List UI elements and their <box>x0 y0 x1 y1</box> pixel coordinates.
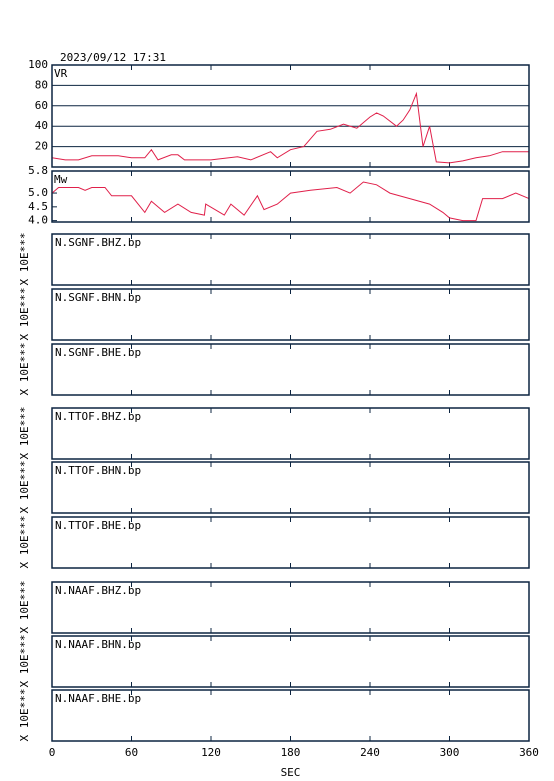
y-tick-label: 40 <box>35 119 48 132</box>
y-tick-label: 100 <box>28 58 48 71</box>
y-tick-label: 20 <box>35 140 48 153</box>
y-tick-label: 4.5 <box>28 200 48 213</box>
panel-title: Mw <box>54 173 68 186</box>
x-tick-label: 240 <box>360 746 380 759</box>
x-tick-label: 300 <box>440 746 460 759</box>
x-tick-label: 0 <box>49 746 56 759</box>
y-axis-label: X 10E*** <box>18 288 31 341</box>
data-line <box>51 91 529 164</box>
y-tick-label: 5.0 <box>28 186 48 199</box>
y-axis-label: X 10E*** <box>18 581 31 634</box>
panel-frame <box>51 64 530 168</box>
y-tick-label: 60 <box>35 99 48 112</box>
y-axis-label: X 10E*** <box>18 407 31 460</box>
panel-title: N.SGNF.BHN.bp <box>55 291 141 304</box>
y-tick-label: 5.8 <box>28 164 48 177</box>
x-tick-label: 60 <box>125 746 138 759</box>
panel-title: N.NAAF.BHE.bp <box>55 692 141 705</box>
timestamp: 2023/09/12 17:31 <box>60 51 166 64</box>
x-tick-label: 360 <box>519 746 539 759</box>
panel-title: N.TTOF.BHE.bp <box>55 519 141 532</box>
y-tick-label: 80 <box>35 78 48 91</box>
y-tick-label: 4.0 <box>28 214 48 227</box>
panel-title: N.SGNF.BHE.bp <box>55 346 141 359</box>
panel-frame <box>51 170 530 223</box>
x-axis-label: SEC <box>281 766 301 779</box>
y-axis-label: X 10E*** <box>18 635 31 688</box>
panel-title: N.TTOF.BHN.bp <box>55 464 141 477</box>
x-tick-label: 180 <box>281 746 301 759</box>
x-tick-label: 120 <box>201 746 221 759</box>
y-axis-label: X 10E*** <box>18 516 31 569</box>
y-axis-label: X 10E*** <box>18 461 31 514</box>
panel-title: N.NAAF.BHN.bp <box>55 638 141 651</box>
y-axis-label: X 10E*** <box>18 233 31 286</box>
panel-title: N.TTOF.BHZ.bp <box>55 410 141 423</box>
panel-title: N.NAAF.BHZ.bp <box>55 584 141 597</box>
panel-title: VR <box>54 67 68 80</box>
y-axis-label: X 10E*** <box>18 343 31 396</box>
panel-title: N.SGNF.BHZ.bp <box>55 236 141 249</box>
y-axis-label: X 10E*** <box>18 689 31 742</box>
data-line <box>51 181 530 222</box>
